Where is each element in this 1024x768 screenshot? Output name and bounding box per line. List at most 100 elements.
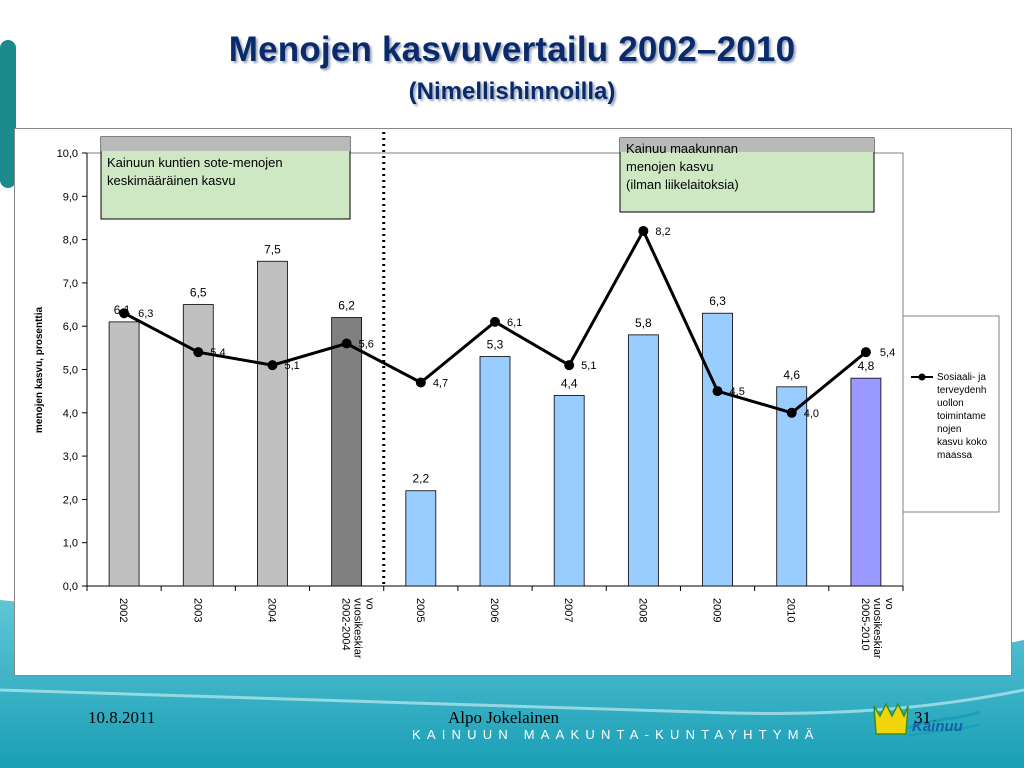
y-tick-label: 5,0 bbox=[63, 365, 78, 377]
line-value-label: 5,1 bbox=[284, 360, 299, 372]
x-category-label: 2004 bbox=[265, 598, 277, 622]
slide-title: Menojen kasvuvertailu 2002–2010 bbox=[228, 30, 796, 69]
x-category-label: 2008 bbox=[636, 598, 648, 622]
line-point-7 bbox=[638, 225, 649, 236]
annotation-text: keskimääräinen kasvu bbox=[107, 173, 236, 188]
x-category-label-line: 2002-2004 bbox=[340, 598, 352, 651]
bar-0 bbox=[108, 321, 140, 587]
bar-value-label: 4,4 bbox=[561, 376, 578, 390]
x-category-label-line: 2005 bbox=[414, 598, 426, 622]
line-point-2 bbox=[267, 360, 278, 371]
x-category-label-line: 2002 bbox=[117, 598, 129, 622]
x-category-label: 2005-2010vuosikeskiarvo bbox=[859, 598, 895, 659]
legend-text-line: kasvu koko bbox=[937, 437, 987, 448]
bar-value-label: 7,5 bbox=[264, 242, 281, 256]
bar-6 bbox=[553, 395, 585, 587]
line-point-5 bbox=[490, 316, 500, 327]
bar-value-label: 6,2 bbox=[338, 299, 355, 313]
x-category-label-line: 2008 bbox=[636, 598, 648, 622]
annotation-header-band bbox=[101, 137, 350, 151]
y-axis-title: menojen kasvu, prosenttia bbox=[34, 306, 45, 433]
bar-value-label: 5,8 bbox=[635, 316, 652, 330]
line-point-1 bbox=[193, 347, 204, 358]
bar-value-label: 2,2 bbox=[412, 472, 429, 486]
bar-value-label: 4,8 bbox=[858, 359, 875, 373]
legend-marker bbox=[918, 373, 926, 381]
annotation-text: Kainuun kuntien sote-menojen bbox=[107, 155, 283, 170]
line-value-label: 8,2 bbox=[655, 226, 670, 238]
y-tick-label: 0,0 bbox=[63, 581, 78, 593]
bar-value-label: 6,3 bbox=[709, 294, 726, 308]
line-value-label: 4,5 bbox=[730, 386, 745, 398]
y-tick-label: 9,0 bbox=[63, 191, 78, 203]
x-category-label-line: vo bbox=[883, 598, 895, 610]
x-category-label-line: 2010 bbox=[785, 598, 797, 622]
bar-4 bbox=[405, 490, 437, 587]
x-category-label: 2007 bbox=[562, 598, 574, 622]
line-value-label: 6,3 bbox=[138, 308, 153, 320]
y-tick-label: 1,0 bbox=[63, 538, 78, 550]
legend-text-line: terveydenh bbox=[937, 385, 986, 396]
line-value-label: 4,0 bbox=[804, 408, 819, 420]
bar-9 bbox=[776, 386, 808, 587]
x-category-label-line: vo bbox=[364, 598, 376, 610]
legend-text-line: maassa bbox=[937, 450, 972, 461]
line-value-label: 6,1 bbox=[507, 317, 522, 329]
legend-text-line: nojen bbox=[937, 424, 961, 435]
footer-date: 10.8.2011 bbox=[88, 708, 156, 727]
line-point-9 bbox=[786, 407, 797, 418]
line-point-6 bbox=[564, 360, 575, 371]
legend-box bbox=[902, 315, 1000, 513]
annotation-text: (ilman liikelaitoksia) bbox=[626, 177, 739, 192]
bar-2 bbox=[257, 260, 288, 587]
bar-3 bbox=[331, 317, 363, 587]
y-tick-label: 6,0 bbox=[63, 321, 78, 333]
bar-10 bbox=[850, 377, 882, 587]
page-number: 31 bbox=[914, 708, 931, 727]
bar-value-label: 6,5 bbox=[190, 286, 207, 300]
legend-text-line: toimintame bbox=[937, 411, 986, 422]
line-value-label: 5,4 bbox=[880, 347, 895, 359]
y-tick-label: 7,0 bbox=[63, 278, 78, 290]
line-point-0 bbox=[119, 308, 130, 319]
bar-value-label: 5,3 bbox=[487, 338, 504, 352]
x-category-label: 2002 bbox=[117, 598, 129, 622]
footer-organization: KAINUUN MAAKUNTA-KUNTAYHTYMÄ bbox=[412, 727, 820, 742]
line-point-10 bbox=[860, 347, 871, 358]
line-point-3 bbox=[341, 338, 352, 349]
line-value-label: 5,4 bbox=[210, 347, 225, 359]
bar-value-label: 6,1 bbox=[114, 303, 131, 317]
footer-author: Alpo Jokelainen bbox=[448, 708, 559, 727]
logo-wordmark: Kainuu bbox=[912, 718, 963, 735]
slide-subtitle: (Nimellishinnoilla) bbox=[408, 78, 616, 105]
line-point-8 bbox=[712, 386, 723, 397]
x-category-label: 2010 bbox=[785, 598, 797, 622]
annotation-text: Kainuu maakunnan bbox=[626, 141, 738, 156]
x-category-label-line: 2004 bbox=[265, 598, 277, 622]
line-value-label: 5,6 bbox=[359, 339, 374, 351]
annotation-header-band bbox=[620, 138, 874, 152]
bar-8 bbox=[702, 312, 733, 587]
x-category-label-line: 2005-2010 bbox=[859, 598, 871, 651]
x-category-label: 2009 bbox=[711, 598, 723, 622]
legend-text-line: Sosiaali- ja bbox=[937, 372, 986, 383]
y-tick-label: 4,0 bbox=[63, 408, 78, 420]
line-value-label: 4,7 bbox=[433, 377, 448, 389]
bar-value-label: 4,6 bbox=[783, 368, 800, 382]
x-category-label: 2002-2004vuosikeskiarvo bbox=[340, 598, 376, 659]
bar-7 bbox=[627, 334, 659, 587]
line-point-4 bbox=[415, 377, 426, 388]
x-category-label: 2003 bbox=[191, 598, 203, 622]
x-category-label-line: 2009 bbox=[711, 598, 723, 622]
y-tick-label: 8,0 bbox=[63, 235, 78, 247]
x-category-label-line: vuosikeskiar bbox=[871, 598, 883, 659]
x-category-label-line: 2007 bbox=[562, 598, 574, 622]
legend-text-line: uollon bbox=[937, 398, 964, 409]
y-tick-label: 10,0 bbox=[57, 148, 78, 160]
y-tick-label: 2,0 bbox=[63, 494, 78, 506]
annotation-text: menojen kasvu bbox=[626, 159, 713, 174]
line-value-label: 5,1 bbox=[581, 360, 596, 372]
x-category-label-line: 2006 bbox=[488, 598, 500, 622]
bar-5 bbox=[479, 356, 511, 587]
